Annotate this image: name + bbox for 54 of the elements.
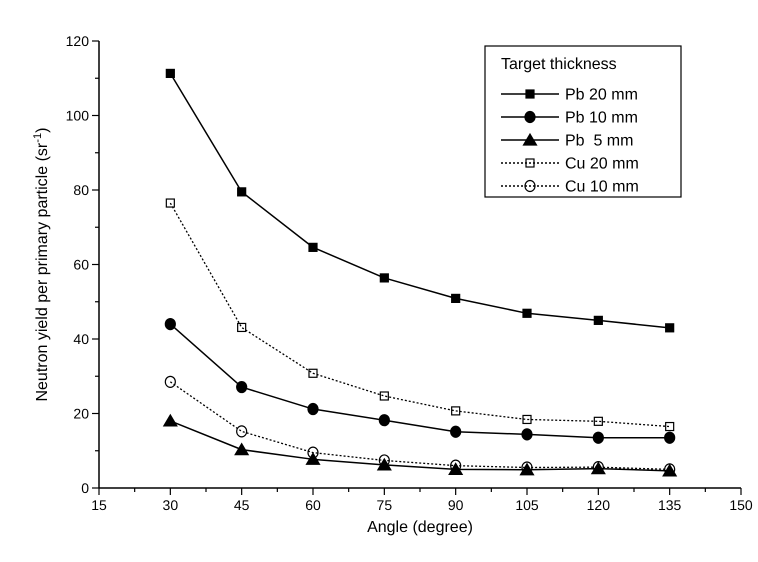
point — [378, 414, 390, 426]
point — [236, 425, 248, 438]
y-tick-label: 0 — [81, 480, 90, 496]
x-tick-label: 120 — [586, 497, 610, 513]
point — [451, 406, 460, 416]
y-tick-label: 120 — [66, 32, 90, 49]
point — [665, 422, 674, 432]
x-tick-label: 135 — [658, 497, 682, 513]
legend-label: Pb 5 mm — [565, 132, 634, 150]
point — [450, 426, 462, 438]
y-tick-label: 100 — [66, 107, 90, 124]
point — [664, 432, 676, 444]
x-tick-label: 45 — [234, 497, 250, 513]
point — [307, 446, 319, 459]
point — [308, 242, 318, 252]
y-tick-label: 40 — [73, 330, 90, 347]
point — [308, 368, 318, 378]
x-tick-label: 75 — [376, 497, 392, 513]
point — [237, 187, 246, 196]
point — [594, 416, 603, 426]
x-axis-title: Angle (degree) — [367, 519, 473, 536]
legend-label: Cu 10 mm — [565, 178, 639, 196]
point — [522, 308, 532, 318]
point — [451, 294, 460, 303]
point — [592, 432, 604, 444]
legend-title: Target thickness — [501, 56, 617, 73]
x-tick-label: 105 — [515, 497, 539, 513]
legend-label: Pb 10 mm — [565, 110, 638, 127]
point — [163, 414, 178, 427]
point — [522, 414, 532, 424]
point — [164, 376, 176, 388]
x-tick-label: 60 — [305, 497, 321, 513]
point — [236, 380, 248, 394]
point — [307, 402, 319, 416]
point — [306, 452, 320, 465]
x-tick-label: 30 — [162, 497, 178, 513]
point — [164, 318, 176, 330]
point — [166, 198, 175, 208]
legend-label: Cu 20 mm — [565, 156, 639, 173]
point — [380, 391, 389, 401]
x-tick-label: 150 — [729, 497, 753, 513]
point — [665, 323, 674, 332]
legend-label: Pb 20 mm — [565, 86, 638, 104]
point — [521, 428, 533, 440]
point — [237, 322, 246, 332]
point — [234, 443, 249, 456]
point — [166, 68, 175, 78]
y-tick-label: 20 — [73, 405, 90, 422]
x-tick-label: 15 — [91, 497, 107, 513]
point — [380, 273, 389, 283]
y-tick-label: 80 — [73, 182, 90, 198]
x-tick-label: 90 — [448, 497, 464, 513]
point — [594, 316, 603, 325]
y-tick-label: 60 — [73, 256, 90, 272]
